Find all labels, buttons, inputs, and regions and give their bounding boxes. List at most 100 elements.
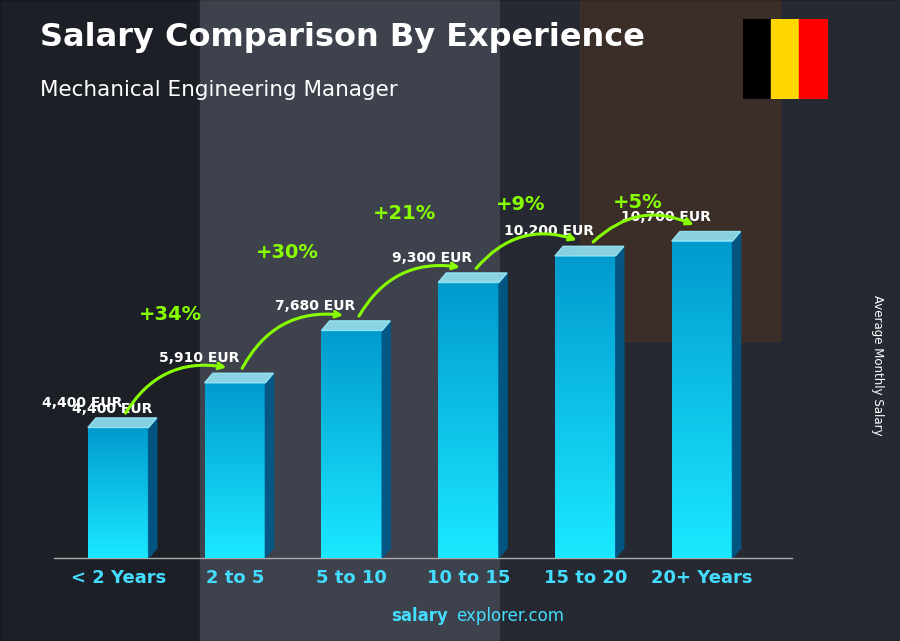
Bar xyxy=(204,441,266,444)
Bar xyxy=(88,490,148,492)
Bar xyxy=(438,365,499,370)
Bar xyxy=(204,537,266,540)
Bar xyxy=(671,246,733,252)
Bar xyxy=(671,362,733,368)
Bar xyxy=(438,470,499,475)
Bar xyxy=(204,453,266,456)
Polygon shape xyxy=(321,321,391,331)
Bar xyxy=(88,469,148,471)
Bar xyxy=(321,554,382,558)
Bar xyxy=(88,506,148,508)
Text: salary: salary xyxy=(392,607,448,625)
Bar xyxy=(88,451,148,454)
Bar xyxy=(88,503,148,506)
Bar xyxy=(321,365,382,369)
Bar xyxy=(88,475,148,478)
Bar xyxy=(321,504,382,508)
Bar xyxy=(555,432,616,437)
Bar xyxy=(321,455,382,459)
Bar xyxy=(88,520,148,523)
Bar xyxy=(555,457,616,462)
Text: +21%: +21% xyxy=(373,204,436,223)
Bar xyxy=(671,542,733,547)
Bar xyxy=(555,517,616,522)
Bar xyxy=(204,490,266,494)
Bar xyxy=(204,488,266,490)
Bar xyxy=(438,526,499,530)
Bar xyxy=(204,415,266,418)
Bar xyxy=(321,372,382,376)
Bar xyxy=(321,490,382,494)
Bar xyxy=(438,406,499,411)
Bar xyxy=(204,476,266,479)
Bar xyxy=(204,447,266,450)
Bar xyxy=(671,326,733,331)
Bar xyxy=(88,497,148,499)
Bar xyxy=(555,538,616,542)
Bar xyxy=(88,473,148,475)
Bar xyxy=(555,266,616,271)
Bar xyxy=(555,342,616,346)
Bar xyxy=(671,288,733,294)
Bar xyxy=(321,478,382,482)
Bar xyxy=(88,462,148,464)
Bar xyxy=(321,531,382,535)
Bar xyxy=(204,517,266,520)
Bar xyxy=(321,338,382,342)
Bar xyxy=(321,353,382,357)
Bar xyxy=(321,369,382,372)
Text: Salary Comparison By Experience: Salary Comparison By Experience xyxy=(40,22,645,53)
Bar xyxy=(204,505,266,508)
Bar xyxy=(204,549,266,552)
Bar xyxy=(438,306,499,310)
Bar xyxy=(555,326,616,331)
Bar xyxy=(671,267,733,273)
Bar xyxy=(204,429,266,433)
Bar xyxy=(88,478,148,479)
Bar xyxy=(555,351,616,356)
Bar xyxy=(671,484,733,489)
Bar xyxy=(321,421,382,425)
Polygon shape xyxy=(555,246,624,256)
Bar xyxy=(555,397,616,402)
Bar xyxy=(555,301,616,306)
Bar xyxy=(321,403,382,406)
Bar xyxy=(88,556,148,558)
Bar xyxy=(555,387,616,392)
Bar xyxy=(438,498,499,503)
Bar xyxy=(671,426,733,431)
Bar xyxy=(321,429,382,433)
Bar xyxy=(438,338,499,342)
Bar xyxy=(321,417,382,421)
Bar xyxy=(204,473,266,476)
Bar xyxy=(321,361,382,365)
Bar xyxy=(204,514,266,517)
Bar xyxy=(321,470,382,474)
Bar xyxy=(438,475,499,479)
Bar xyxy=(204,511,266,514)
Bar xyxy=(671,479,733,484)
Bar xyxy=(671,262,733,267)
Bar xyxy=(321,383,382,387)
Bar xyxy=(204,401,266,403)
Bar xyxy=(671,352,733,357)
Bar xyxy=(88,447,148,449)
Bar xyxy=(204,526,266,529)
Bar xyxy=(88,443,148,445)
Bar xyxy=(88,501,148,503)
Text: +5%: +5% xyxy=(613,192,662,212)
Bar xyxy=(88,525,148,528)
Bar xyxy=(204,433,266,435)
Bar xyxy=(321,334,382,338)
Bar xyxy=(671,294,733,299)
Bar xyxy=(438,549,499,553)
Bar xyxy=(438,374,499,379)
Bar xyxy=(671,399,733,404)
Bar xyxy=(88,540,148,542)
Bar xyxy=(88,517,148,519)
Bar xyxy=(438,539,499,544)
Bar xyxy=(321,494,382,497)
Bar xyxy=(671,273,733,278)
Bar xyxy=(88,512,148,514)
Bar xyxy=(88,499,148,501)
